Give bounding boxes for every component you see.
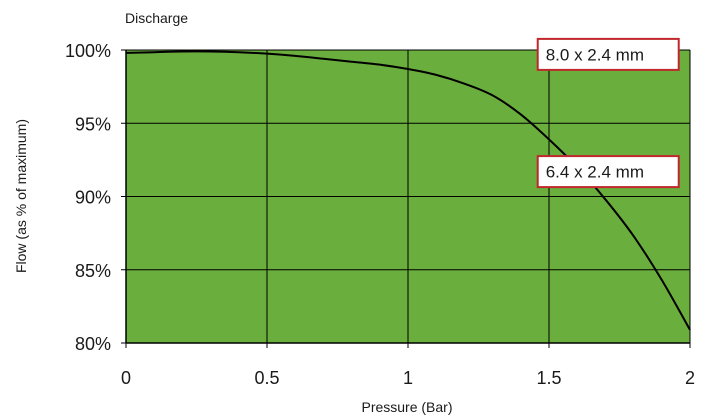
y-tick-label: 85%	[75, 261, 111, 281]
annotations: 8.0 x 2.4 mm 6.4 x 2.4 mm	[536, 37, 680, 189]
y-tick-label: 90%	[75, 188, 111, 208]
annotation-label: 6.4 x 2.4 mm	[546, 163, 644, 182]
tick-labels: 80% 85% 90% 95% 100% 0 0.5 1 1.5 2	[65, 41, 695, 388]
x-axis-title: Pressure (Bar)	[361, 399, 452, 415]
annotation-box: 6.4 x 2.4 mm	[536, 155, 680, 189]
annotation-frame	[536, 37, 680, 71]
axes	[121, 49, 691, 348]
x-tick-label: 0.5	[254, 368, 279, 388]
y-axis-title: Flow (as % of maximum)	[13, 119, 29, 273]
annotation-label: 8.0 x 2.4 mm	[546, 45, 644, 64]
x-tick-label: 2	[685, 368, 695, 388]
y-tick-label: 80%	[75, 334, 111, 354]
y-tick-label: 100%	[65, 41, 111, 61]
x-tick-label: 1.5	[536, 368, 561, 388]
annotation-box: 8.0 x 2.4 mm	[536, 37, 680, 71]
chart-title: Discharge	[125, 10, 188, 26]
x-tick-label: 1	[403, 368, 413, 388]
x-tick-label: 0	[121, 368, 131, 388]
annotation-frame	[536, 155, 680, 189]
y-tick-label: 95%	[75, 114, 111, 134]
discharge-curve	[125, 50, 691, 331]
